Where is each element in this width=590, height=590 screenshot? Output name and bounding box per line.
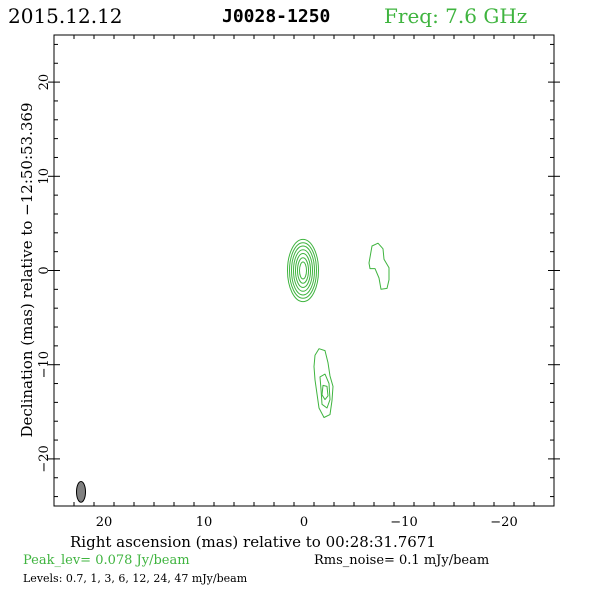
contour-line bbox=[319, 373, 331, 409]
axis-ticks bbox=[48, 35, 560, 506]
contour-line bbox=[321, 384, 329, 401]
x-tick-label: 10 bbox=[196, 515, 213, 530]
frequency-label: Freq: 7.6 GHz bbox=[384, 4, 528, 28]
beam-ellipse bbox=[76, 481, 86, 503]
source-name: J0028-1250 bbox=[222, 6, 331, 27]
contour-line bbox=[368, 242, 390, 290]
beam-layer bbox=[76, 481, 86, 503]
y-tick-label: 10 bbox=[37, 168, 52, 185]
x-axis-label: Right ascension (mas) relative to 00:28:… bbox=[70, 533, 436, 551]
contour-line bbox=[291, 245, 315, 296]
contour-layer bbox=[287, 238, 390, 418]
y-tick-label: 0 bbox=[37, 266, 52, 274]
plot-frame bbox=[53, 34, 555, 507]
y-axis-label: Declination (mas) relative to −12:50:53.… bbox=[18, 102, 36, 438]
rms-noise: Rms_noise= 0.1 mJy/beam bbox=[314, 553, 490, 568]
core-contours bbox=[287, 238, 319, 303]
axis-tick-labels: 20 10 0 −10 −20 20 10 0 −10 −20 bbox=[37, 74, 518, 530]
y-tick-label: −20 bbox=[37, 445, 52, 472]
east-feature-contours bbox=[368, 242, 390, 290]
x-tick-label: 20 bbox=[96, 515, 113, 530]
x-tick-label: −10 bbox=[390, 515, 417, 530]
south-feature-contours bbox=[313, 348, 334, 418]
contour-line bbox=[299, 261, 307, 280]
x-tick-label: 0 bbox=[300, 515, 308, 530]
x-tick-label: −20 bbox=[490, 515, 517, 530]
peak-level: Peak_lev= 0.078 Jy/beam bbox=[23, 553, 190, 568]
y-tick-label: 20 bbox=[37, 74, 52, 91]
y-tick-label: −10 bbox=[37, 351, 52, 378]
contour-line bbox=[297, 257, 309, 284]
contour-levels: Levels: 0.7, 1, 3, 6, 12, 24, 47 mJy/bea… bbox=[23, 572, 248, 585]
contour-line bbox=[313, 348, 334, 418]
observation-date: 2015.12.12 bbox=[8, 4, 123, 28]
contour-line bbox=[293, 249, 313, 292]
contour-line bbox=[295, 253, 311, 288]
contour-line bbox=[289, 242, 317, 299]
contour-line bbox=[287, 238, 319, 303]
